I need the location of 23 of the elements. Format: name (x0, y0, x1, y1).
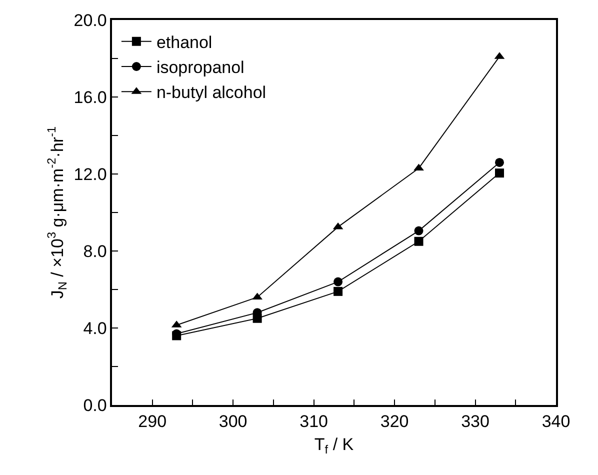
point (494, 158, 504, 167)
y-tick-label: 0.0 (83, 396, 107, 415)
y-tick-label: 4.0 (83, 318, 107, 338)
x-tick-label: 320 (380, 412, 409, 432)
x-tick-label: 330 (461, 412, 490, 432)
legend-label: ethanol (156, 33, 212, 52)
y-tick-label: 16.0 (74, 88, 107, 107)
point (334, 277, 343, 286)
y-tick-label: 12.0 (74, 164, 107, 184)
x-tick-label: 340 (542, 412, 570, 432)
point (494, 168, 504, 178)
x-tick-label: 290 (138, 412, 167, 432)
y-tick-label: 20.0 (74, 10, 107, 30)
y-tick-label: 8.0 (83, 242, 107, 261)
x-tick-label: 300 (218, 412, 248, 432)
legend-label: n-butyl alcohol (156, 83, 266, 102)
point (334, 286, 343, 296)
x-tick-label: 310 (300, 412, 328, 432)
point (414, 236, 424, 246)
legend-label: isopropanol (156, 58, 244, 78)
point (414, 226, 424, 236)
x-axis-title: T$_{f}$ / K (314, 435, 354, 457)
point (252, 314, 262, 323)
